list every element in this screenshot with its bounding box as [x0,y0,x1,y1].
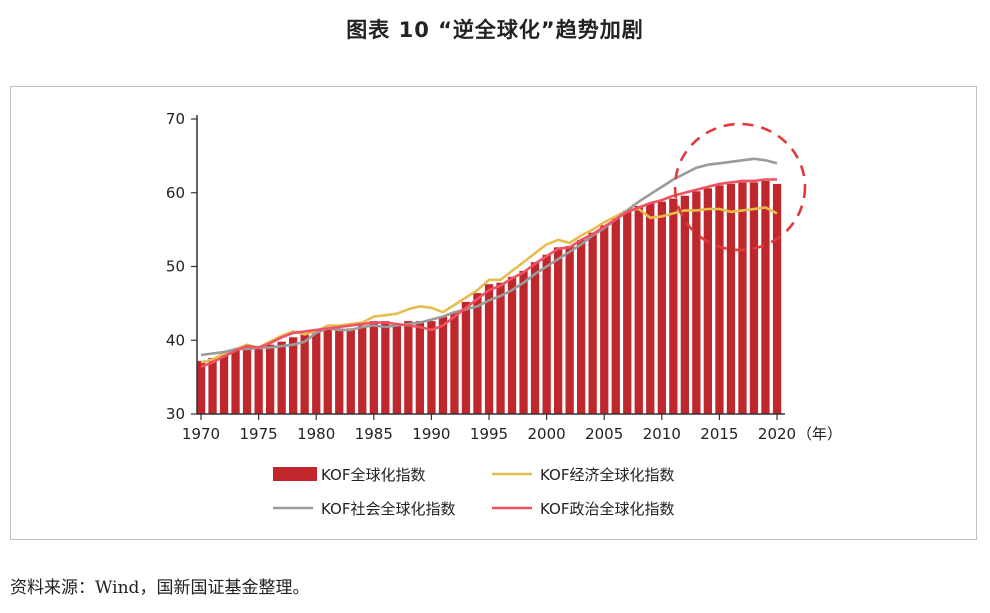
y-tick-label-30: 30 [166,405,185,423]
bar-2003 [577,239,586,414]
bar-1984 [358,325,367,414]
bar-2015 [715,185,724,414]
bar-1979 [300,334,309,414]
y-tick-label-40: 40 [166,331,185,349]
x-tick-label-2015: 2015 [700,425,738,443]
x-tick-label-1980: 1980 [297,425,335,443]
bar-1972 [219,355,229,414]
bar-1996 [496,282,505,414]
bar-1998 [519,270,528,414]
legend-label-1: KOF经济全球化指数 [540,466,674,484]
annotation [673,122,807,252]
bar-2020 [772,183,782,414]
bar-2010 [657,201,666,414]
bar-2014 [703,188,712,414]
x-tick-label-2020: 2020 [758,425,796,443]
bar-2001 [554,247,563,414]
bar-1992 [450,312,459,414]
bar-2013 [692,191,701,414]
x-tick-label-2010: 2010 [643,425,681,443]
bar-2009 [646,203,655,414]
bar-1994 [473,293,482,414]
legend-label-2: KOF社会全球化指数 [321,500,455,518]
bar-1983 [346,328,355,414]
x-tick-label-1990: 1990 [412,425,450,443]
bar-1971 [208,357,217,414]
y-tick-label-70: 70 [166,110,185,128]
chart-frame: 30 40 50 60 70 1970 1975 1980 1985 1990 1995 2000 20… [10,86,977,540]
x-tick-label-1970: 1970 [182,425,220,443]
bar-2017 [738,182,747,414]
globalization-chart: 30 40 50 60 70 1970 1975 1980 1985 1990 1995 2000 20… [166,110,842,518]
bar-1982 [335,328,344,414]
x-tick-label-1975: 1975 [240,425,278,443]
y-tick-label-60: 60 [166,184,185,202]
legend-label-3: KOF政治全球化指数 [540,500,674,518]
bar-1997 [507,276,517,414]
bar-2008 [634,206,643,414]
bar-1995 [484,284,494,414]
bar-1973 [231,350,240,414]
source-note: 资料来源：Wind，国新国证基金整理。 [10,578,310,598]
bar-2018 [749,182,759,414]
series-line-2 [200,157,778,357]
bar-1976 [266,344,275,414]
bar-2006 [611,217,620,414]
bar-1981 [323,328,332,414]
bar-series [196,180,782,414]
bar-1970 [196,360,206,414]
x-tick-label-2000: 2000 [528,425,566,443]
bar-1978 [289,337,298,414]
bar-2016 [726,183,736,414]
highlight-circle [673,122,807,252]
bar-2000 [542,254,551,414]
bar-1993 [461,301,471,414]
bar-1977 [277,341,286,414]
y-tick-label-50: 50 [166,258,185,276]
bar-1986 [381,321,390,414]
bar-1988 [404,321,413,414]
bar-1999 [530,262,540,414]
bar-1987 [392,324,401,414]
bar-2011 [669,198,678,414]
x-tick-label-1995: 1995 [470,425,508,443]
bar-1974 [242,347,252,414]
x-axis-unit: （年） [797,425,842,443]
bar-2005 [600,225,609,414]
bar-2002 [565,245,574,414]
x-tick-label-2005: 2005 [585,425,623,443]
bar-1980 [312,331,321,414]
bar-2012 [680,195,689,414]
bar-1991 [438,316,448,414]
page-title: 图表 10 “逆全球化”趋势加剧 [346,18,644,42]
bar-2007 [623,210,632,414]
bar-2004 [588,232,597,414]
bar-1989 [415,321,424,414]
legend: KOF全球化指数 KOF经济全球化指数 KOF社会全球化指数 KOF政治全球化指数 [273,466,674,518]
axes: 30 40 50 60 70 1970 1975 1980 1985 1990 1995 2000 20… [166,110,842,443]
bar-2019 [761,180,770,414]
x-tick-label-1985: 1985 [355,425,393,443]
legend-label-0: KOF全球化指数 [321,466,425,484]
bar-1985 [369,321,378,414]
legend-swatch-0 [273,467,317,481]
series-line-3 [200,178,777,369]
bar-1975 [254,349,263,414]
bar-1990 [427,321,436,414]
